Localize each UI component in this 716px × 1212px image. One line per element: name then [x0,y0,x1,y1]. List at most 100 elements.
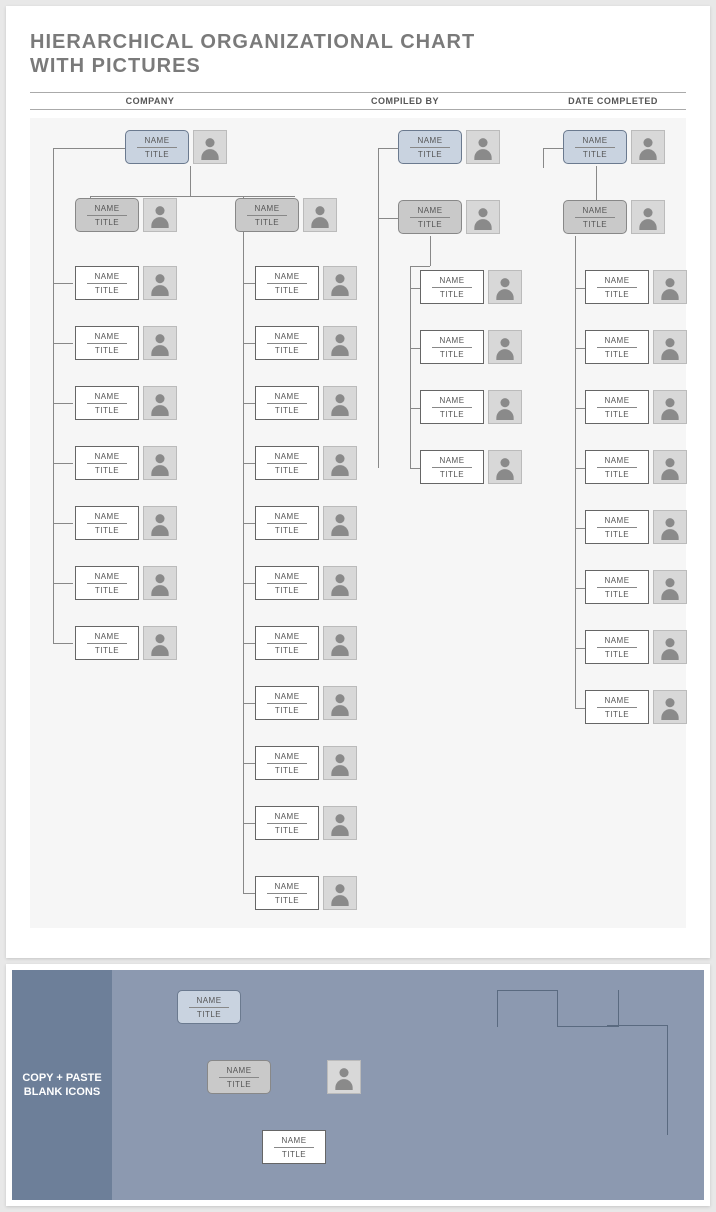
blank-connector-shape[interactable] [557,990,619,1027]
card-title: TITLE [197,1010,221,1019]
org-card[interactable]: NAMETITLE [420,330,484,364]
org-card[interactable]: NAMETITLE [75,386,139,420]
org-card[interactable]: NAMETITLE [255,266,319,300]
org-node[interactable]: NAMETITLE [75,446,177,480]
org-node[interactable]: NAMETITLE [420,390,522,424]
org-node[interactable]: NAMETITLE [255,566,357,600]
org-card[interactable]: NAMETITLE [585,270,649,304]
card-separator [267,343,307,344]
org-card[interactable]: NAMETITLE [585,690,649,724]
blank-connector-shape[interactable] [667,1025,676,1135]
org-card[interactable]: NAMETITLE [585,390,649,424]
org-node[interactable]: NAMETITLE [255,326,357,360]
org-card[interactable]: NAMETITLE [398,200,462,234]
org-node[interactable]: NAMETITLE [420,450,522,484]
org-card[interactable]: NAMETITLE [420,390,484,424]
org-card[interactable]: NAMETITLE [585,630,649,664]
org-node[interactable]: NAMETITLE [255,386,357,420]
org-card[interactable]: NAMETITLE [255,806,319,840]
person-placeholder-icon [653,390,687,424]
org-node[interactable]: NAMETITLE [585,390,687,424]
org-node[interactable]: NAMETITLE [125,130,227,164]
org-node[interactable]: NAMETITLE [75,198,177,232]
org-card[interactable]: NAMETITLE [563,200,627,234]
org-node[interactable]: NAMETITLE [255,876,357,910]
card-name: NAME [274,272,299,281]
card-name: NAME [604,516,629,525]
org-card[interactable]: NAMETITLE [125,130,189,164]
org-card[interactable]: NAMETITLE [235,198,299,232]
org-card[interactable]: NAMETITLE [255,626,319,660]
org-card[interactable]: NAMETITLE [75,626,139,660]
org-node[interactable]: NAMETITLE [75,386,177,420]
org-card[interactable]: NAMETITLE [255,876,319,910]
org-node[interactable]: NAMETITLE [255,626,357,660]
org-node[interactable]: NAMETITLE [420,270,522,304]
person-placeholder-icon [143,386,177,420]
blank-connector-shape[interactable] [607,1025,668,1116]
org-card[interactable]: NAMETITLE [75,506,139,540]
org-node[interactable]: NAMETITLE [255,266,357,300]
org-node[interactable]: NAMETITLE [563,130,665,164]
org-card[interactable]: NAMETITLE [255,746,319,780]
org-node[interactable]: NAMETITLE [75,626,177,660]
org-card[interactable]: NAMETITLE [398,130,462,164]
org-card[interactable]: NAMETITLE [75,198,139,232]
org-node[interactable]: NAMETITLE [255,506,357,540]
org-card[interactable]: NAMETITLE [255,386,319,420]
org-node[interactable]: NAMETITLE [75,566,177,600]
blank-connector-shape[interactable] [497,990,558,1027]
org-node[interactable]: NAMETITLE [585,570,687,604]
org-card[interactable]: NAMETITLE [585,570,649,604]
org-node[interactable]: NAMETITLE [585,510,687,544]
org-node[interactable]: NAMETITLE [563,200,665,234]
copy-paste-panel: COPY + PASTE BLANK ICONS NAMETITLENAMETI… [12,970,704,1200]
org-node[interactable]: NAMETITLE [75,266,177,300]
org-card[interactable]: NAMETITLE [563,130,627,164]
blank-org-card[interactable]: NAMETITLE [177,990,241,1024]
person-placeholder-icon [653,510,687,544]
card-name: NAME [604,696,629,705]
person-placeholder-icon [466,200,500,234]
connector [243,643,255,644]
org-node[interactable]: NAMETITLE [235,198,337,232]
org-card[interactable]: NAMETITLE [75,326,139,360]
person-placeholder-icon [323,566,357,600]
org-node[interactable]: NAMETITLE [255,686,357,720]
blank-org-card[interactable]: NAMETITLE [207,1060,271,1094]
org-card[interactable]: NAMETITLE [585,510,649,544]
card-separator [87,343,127,344]
person-placeholder-icon [193,130,227,164]
org-card[interactable]: NAMETITLE [255,566,319,600]
org-card[interactable]: NAMETITLE [75,566,139,600]
org-node[interactable]: NAMETITLE [398,130,500,164]
org-chart-sheet: HIERARCHICAL ORGANIZATIONAL CHART WITH P… [6,6,710,958]
org-node[interactable]: NAMETITLE [585,450,687,484]
org-node[interactable]: NAMETITLE [75,506,177,540]
org-card[interactable]: NAMETITLE [255,446,319,480]
org-node[interactable]: NAMETITLE [420,330,522,364]
card-name: NAME [604,396,629,405]
org-card[interactable]: NAMETITLE [255,326,319,360]
org-node[interactable]: NAMETITLE [255,746,357,780]
org-node[interactable]: NAMETITLE [585,330,687,364]
card-title: TITLE [275,646,299,655]
org-card[interactable]: NAMETITLE [420,270,484,304]
org-node[interactable]: NAMETITLE [255,446,357,480]
org-card[interactable]: NAMETITLE [75,446,139,480]
org-card[interactable]: NAMETITLE [75,266,139,300]
org-card[interactable]: NAMETITLE [585,450,649,484]
org-node[interactable]: NAMETITLE [585,630,687,664]
org-node[interactable]: NAMETITLE [585,690,687,724]
connector [243,196,244,893]
org-card[interactable]: NAMETITLE [420,450,484,484]
org-node[interactable]: NAMETITLE [255,806,357,840]
org-card[interactable]: NAMETITLE [255,686,319,720]
org-node[interactable]: NAMETITLE [75,326,177,360]
org-card[interactable]: NAMETITLE [255,506,319,540]
org-card[interactable]: NAMETITLE [585,330,649,364]
org-node[interactable]: NAMETITLE [585,270,687,304]
org-node[interactable]: NAMETITLE [398,200,500,234]
blank-org-card[interactable]: NAMETITLE [262,1130,326,1164]
person-placeholder-icon[interactable] [327,1060,361,1094]
